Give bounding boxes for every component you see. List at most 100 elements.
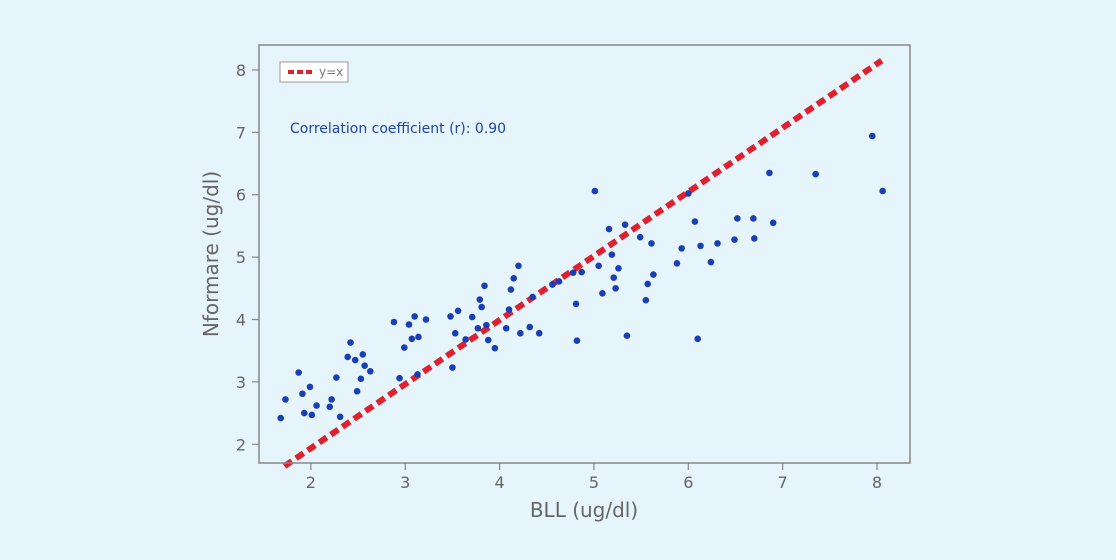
data-point xyxy=(468,313,476,321)
x-axis-title: BLL (ug/dl) xyxy=(530,498,638,522)
data-point xyxy=(326,403,334,411)
data-point xyxy=(359,351,367,358)
plot-frame xyxy=(258,44,911,464)
y-tick-label: 8 xyxy=(236,61,246,80)
data-point xyxy=(731,236,738,243)
data-point xyxy=(636,233,644,241)
data-point xyxy=(462,336,469,343)
data-point xyxy=(615,265,622,272)
data-point xyxy=(644,280,652,288)
data-point xyxy=(605,225,613,233)
data-point xyxy=(411,313,418,320)
data-point xyxy=(573,337,581,345)
data-point xyxy=(599,290,606,297)
data-point xyxy=(344,353,351,361)
correlation-annotation: Correlation coefficient (r): 0.90 xyxy=(290,121,506,137)
data-point xyxy=(299,390,306,398)
data-point xyxy=(491,344,499,352)
data-point xyxy=(517,329,524,337)
data-point xyxy=(351,356,359,364)
data-point xyxy=(361,362,368,369)
data-point xyxy=(328,396,335,403)
data-point xyxy=(454,307,462,315)
data-point xyxy=(591,187,599,195)
data-point xyxy=(449,364,456,371)
data-point xyxy=(612,285,619,292)
axis-ticks: 2 3 4 5 6 7 8 2 3 4 5 6 7 8 xyxy=(236,61,882,492)
data-point xyxy=(422,316,430,323)
data-point xyxy=(529,293,536,301)
data-point xyxy=(282,396,289,403)
data-point xyxy=(313,402,320,409)
data-point xyxy=(569,269,577,277)
data-point xyxy=(505,306,513,313)
data-point xyxy=(300,409,308,417)
data-point xyxy=(535,329,543,337)
data-point xyxy=(526,323,534,331)
data-point xyxy=(405,321,413,328)
data-point xyxy=(549,281,556,288)
x-tick-label: 3 xyxy=(400,473,410,492)
data-point xyxy=(396,374,403,382)
data-point xyxy=(684,190,692,197)
data-point xyxy=(481,282,488,290)
data-point xyxy=(510,275,518,282)
y-tick-label: 3 xyxy=(236,373,246,392)
data-point xyxy=(336,413,344,421)
data-point xyxy=(408,335,416,343)
legend: y=x xyxy=(279,61,349,83)
data-point xyxy=(678,245,685,252)
y-tick-label: 5 xyxy=(236,248,246,267)
data-point xyxy=(347,339,354,346)
data-point xyxy=(608,251,616,258)
data-point xyxy=(451,329,459,337)
data-point xyxy=(474,324,482,332)
data-point xyxy=(476,296,484,303)
legend-label: y=x xyxy=(319,65,343,79)
y-tick-label: 4 xyxy=(236,311,246,330)
data-point xyxy=(353,387,361,395)
data-point xyxy=(673,260,681,267)
data-point xyxy=(390,318,398,326)
x-tick-label: 8 xyxy=(872,473,882,492)
data-point xyxy=(766,169,773,177)
data-point xyxy=(691,218,699,225)
y-tick-label: 6 xyxy=(236,186,246,205)
y-axis-title: Nformare (ug/dl) xyxy=(199,171,223,337)
data-point xyxy=(367,367,374,375)
data-point xyxy=(277,414,285,422)
data-point xyxy=(447,313,454,320)
x-tick-label: 5 xyxy=(589,473,599,492)
data-point xyxy=(400,344,408,351)
data-point xyxy=(623,332,631,340)
data-point xyxy=(734,215,741,222)
data-point xyxy=(812,170,819,178)
data-point xyxy=(714,240,721,247)
data-point xyxy=(502,324,510,332)
data-point xyxy=(578,268,585,276)
data-point xyxy=(306,383,314,391)
data-point xyxy=(414,371,421,378)
data-point xyxy=(694,335,702,343)
data-point xyxy=(515,262,522,270)
data-point xyxy=(751,235,758,242)
data-point xyxy=(879,187,886,195)
data-point xyxy=(357,375,365,383)
data-point xyxy=(707,258,715,266)
data-point xyxy=(415,333,422,341)
x-tick-label: 4 xyxy=(494,473,504,492)
data-point xyxy=(642,296,650,304)
x-tick-label: 2 xyxy=(306,473,316,492)
data-point xyxy=(483,321,490,329)
legend-box xyxy=(279,61,349,83)
data-point xyxy=(769,219,777,227)
data-point xyxy=(507,286,515,293)
data-point xyxy=(295,369,302,376)
reference-line-y-equals-x xyxy=(282,58,884,469)
y-tick-label: 2 xyxy=(236,435,246,454)
data-point xyxy=(478,303,485,311)
data-point xyxy=(555,278,563,285)
data-point xyxy=(610,274,618,282)
data-point xyxy=(484,336,492,344)
data-point xyxy=(750,215,757,222)
